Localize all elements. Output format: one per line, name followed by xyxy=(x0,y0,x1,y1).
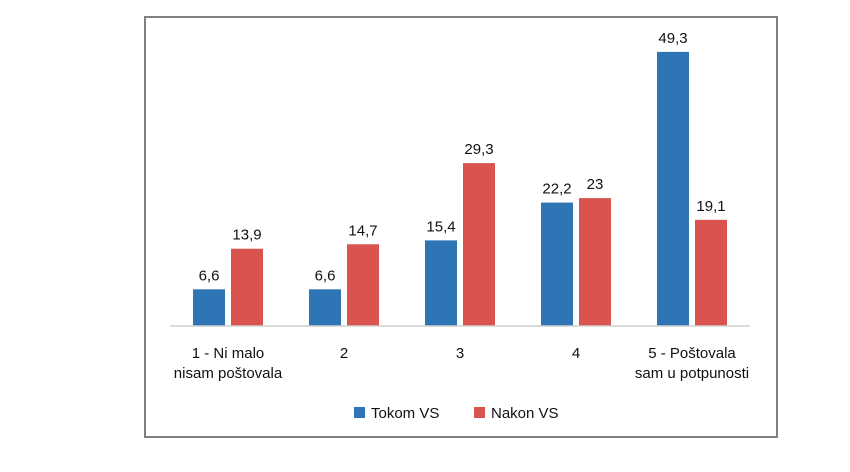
bar-nakon-5 xyxy=(695,219,727,326)
x-tick-label-line: 4 xyxy=(572,345,580,362)
data-label-nakon-3: 29,3 xyxy=(464,141,493,158)
legend-swatch-tokom xyxy=(354,407,365,418)
legend-label-tokom: Tokom VS xyxy=(371,405,439,422)
legend-label-nakon: Nakon VS xyxy=(491,405,559,422)
x-tick-label-4: 4 xyxy=(572,345,580,362)
bars-group xyxy=(193,51,727,326)
bar-tokom-2 xyxy=(309,289,341,326)
bar-tokom-4 xyxy=(541,202,573,326)
x-tick-label-line: 5 - Poštovala xyxy=(648,345,736,362)
legend-swatch-nakon xyxy=(474,407,485,418)
x-tick-label-2: 2 xyxy=(340,345,348,362)
data-label-tokom-2: 6,6 xyxy=(315,267,336,284)
data-label-nakon-2: 14,7 xyxy=(348,222,377,239)
data-label-tokom-1: 6,6 xyxy=(199,267,220,284)
bar-tokom-1 xyxy=(193,289,225,326)
legend: Tokom VS Nakon VS xyxy=(354,405,559,422)
bar-tokom-3 xyxy=(425,240,457,326)
x-tick-label-1: 1 - Ni malo nisam poštovala xyxy=(174,345,283,382)
data-label-nakon-4: 23 xyxy=(587,176,604,193)
x-tick-label-line: 2 xyxy=(340,345,348,362)
data-label-tokom-3: 15,4 xyxy=(426,218,455,235)
x-tick-label-line: 3 xyxy=(456,345,464,362)
x-tick-label-line: sam u potpunosti xyxy=(635,365,749,382)
bar-nakon-2 xyxy=(347,244,379,326)
data-label-tokom-4: 22,2 xyxy=(542,181,571,198)
bar-nakon-3 xyxy=(463,163,495,326)
bar-tokom-5 xyxy=(657,51,689,326)
x-tick-label-3: 3 xyxy=(456,345,464,362)
data-label-nakon-1: 13,9 xyxy=(232,227,261,244)
data-label-tokom-5: 49,3 xyxy=(658,30,687,47)
x-tick-label-line: 1 - Ni malo xyxy=(192,345,265,362)
x-tick-labels-group: 1 - Ni malo nisam poštovala 2 3 4 5 - Poštova… xyxy=(174,345,749,382)
data-labels-group: 6,6 13,9 6,6 14,7 15,4 29,3 22,2 23 49,3 19,1 xyxy=(199,30,726,284)
data-label-nakon-5: 19,1 xyxy=(696,198,725,215)
bar-nakon-1 xyxy=(231,248,263,326)
x-tick-label-5: 5 - Poštovala sam u potpunosti xyxy=(635,345,749,382)
bar-nakon-4 xyxy=(579,198,611,326)
x-tick-label-line: nisam poštovala xyxy=(174,365,283,382)
